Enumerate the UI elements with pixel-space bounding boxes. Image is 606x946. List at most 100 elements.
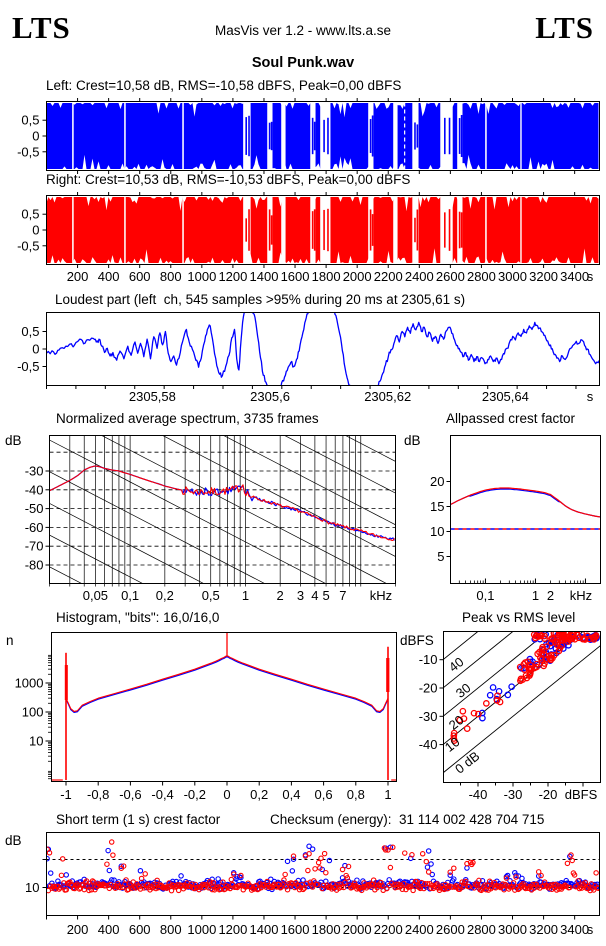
svg-text:1400: 1400	[250, 269, 279, 284]
svg-text:1: 1	[242, 588, 249, 603]
svg-text:1200: 1200	[218, 269, 247, 284]
svg-text:1000: 1000	[187, 922, 216, 937]
allpassed-title: Allpassed crest factor	[446, 411, 576, 426]
svg-text:3400: 3400	[560, 922, 589, 937]
svg-text:0,2: 0,2	[156, 588, 174, 603]
svg-text:-0,2: -0,2	[184, 787, 206, 802]
svg-text:1400: 1400	[250, 922, 279, 937]
svg-text:20: 20	[446, 712, 467, 733]
left-channel-stats: Left: Crest=10,58 dB, RMS=-10,58 dBFS, P…	[46, 78, 402, 93]
allpassed-y-unit: dB	[404, 433, 421, 448]
svg-text:1: 1	[532, 588, 539, 603]
svg-text:-60: -60	[25, 520, 44, 535]
svg-text:7: 7	[339, 588, 346, 603]
svg-text:3000: 3000	[498, 922, 527, 937]
svg-text:3000: 3000	[498, 269, 527, 284]
svg-text:0: 0	[32, 342, 39, 357]
svg-text:-0,8: -0,8	[87, 787, 109, 802]
svg-text:3400: 3400	[560, 269, 589, 284]
svg-text:600: 600	[129, 922, 151, 937]
svg-text:-30: -30	[504, 787, 523, 802]
svg-text:0,8: 0,8	[347, 787, 365, 802]
svg-text:0: 0	[223, 787, 230, 802]
right-channel-stats: Right: Crest=10,53 dB, RMS=-10,53 dBFS, …	[46, 172, 411, 187]
svg-text:5: 5	[322, 588, 329, 603]
svg-text:0,5: 0,5	[21, 324, 39, 339]
svg-text:20: 20	[430, 474, 444, 489]
svg-text:30: 30	[453, 680, 474, 701]
svg-text:kHz: kHz	[570, 588, 592, 603]
svg-text:-30: -30	[25, 464, 44, 479]
svg-text:-0,5: -0,5	[17, 359, 39, 374]
lts-logo-right: LTS	[535, 10, 594, 45]
svg-text:0,6: 0,6	[315, 787, 333, 802]
svg-text:2800: 2800	[467, 922, 496, 937]
svg-text:1600: 1600	[281, 269, 310, 284]
svg-text:2400: 2400	[405, 922, 434, 937]
svg-text:0,5: 0,5	[21, 207, 39, 222]
svg-text:-0,5: -0,5	[17, 144, 39, 159]
svg-text:0,5: 0,5	[21, 113, 39, 128]
svg-text:2305,58: 2305,58	[129, 389, 176, 404]
svg-text:800: 800	[160, 269, 182, 284]
svg-text:5: 5	[437, 549, 444, 564]
svg-text:2305,62: 2305,62	[364, 389, 411, 404]
svg-text:1: 1	[384, 787, 391, 802]
svg-text:2000: 2000	[343, 922, 372, 937]
svg-text:1600: 1600	[281, 922, 310, 937]
svg-text:200: 200	[67, 269, 89, 284]
peak-rms-title: Peak vs RMS level	[462, 610, 576, 625]
svg-text:200: 200	[67, 922, 89, 937]
svg-text:2305,64: 2305,64	[482, 389, 529, 404]
svg-text:2305,6: 2305,6	[250, 389, 290, 404]
svg-text:-40: -40	[419, 737, 438, 752]
svg-text:15: 15	[430, 499, 444, 514]
svg-text:-10: -10	[419, 652, 438, 667]
svg-text:10: 10	[430, 524, 444, 539]
svg-text:s: s	[587, 269, 594, 284]
file-title: Soul Punk.wav	[251, 55, 355, 71]
svg-text:-0,6: -0,6	[119, 787, 141, 802]
svg-text:-40: -40	[469, 787, 488, 802]
app-version-line: MasVis ver 1.2 - www.lts.a.se	[214, 23, 392, 38]
svg-text:2400: 2400	[405, 269, 434, 284]
svg-text:0: 0	[32, 223, 39, 238]
svg-text:0,1: 0,1	[121, 588, 139, 603]
svg-text:-30: -30	[419, 709, 438, 724]
svg-text:2200: 2200	[374, 922, 403, 937]
histogram-title: Histogram, "bits": 16,0/16,0	[56, 610, 220, 625]
svg-text:3: 3	[297, 588, 304, 603]
svg-text:0: 0	[32, 129, 39, 144]
svg-text:10: 10	[29, 734, 43, 749]
svg-text:dBFS: dBFS	[565, 787, 598, 802]
svg-text:1000: 1000	[15, 676, 44, 691]
svg-text:0,1: 0,1	[476, 588, 494, 603]
histogram-y-unit: n	[6, 633, 14, 648]
svg-text:-40: -40	[25, 482, 44, 497]
short-term-title: Short term (1 s) crest factor	[56, 812, 221, 827]
svg-text:-1: -1	[60, 787, 72, 802]
svg-text:s: s	[587, 389, 594, 404]
svg-text:600: 600	[129, 269, 151, 284]
svg-text:0,05: 0,05	[83, 588, 108, 603]
svg-text:3200: 3200	[529, 922, 558, 937]
svg-text:1800: 1800	[312, 922, 341, 937]
svg-text:2200: 2200	[374, 269, 403, 284]
svg-text:4: 4	[311, 588, 318, 603]
svg-text:100: 100	[22, 705, 44, 720]
svg-text:2600: 2600	[436, 922, 465, 937]
svg-text:400: 400	[98, 922, 120, 937]
svg-text:-0,5: -0,5	[17, 238, 39, 253]
svg-text:400: 400	[98, 269, 120, 284]
svg-text:3200: 3200	[529, 269, 558, 284]
svg-text:2: 2	[547, 588, 554, 603]
short-term-y-unit: dB	[5, 833, 22, 848]
svg-text:-20: -20	[419, 681, 438, 696]
lts-logo-left: LTS	[12, 10, 71, 45]
checksum-label: Checksum (energy): 31 114 002 428 704 71…	[270, 812, 545, 827]
svg-text:kHz: kHz	[370, 588, 392, 603]
svg-text:2000: 2000	[343, 269, 372, 284]
svg-text:2600: 2600	[436, 269, 465, 284]
